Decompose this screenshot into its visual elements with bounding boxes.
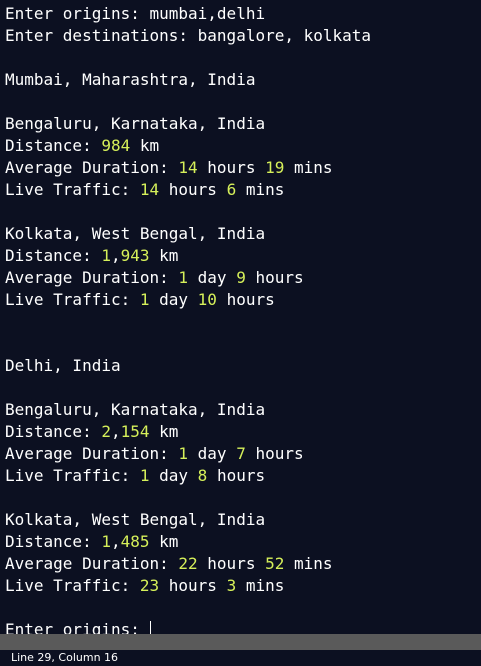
number-value: 3 — [226, 576, 237, 595]
text-segment: Enter origins: — [5, 620, 150, 634]
text-segment: Bengaluru, Karnataka, India — [5, 400, 266, 419]
text-segment: hours — [245, 444, 304, 463]
text-segment: hours — [245, 268, 304, 287]
text-segment: Live Traffic: — [5, 180, 140, 199]
number-value: 1 — [178, 268, 189, 287]
number-value: 1 — [101, 246, 111, 265]
text-segment: km — [149, 246, 179, 265]
terminal-output[interactable]: Enter origins: mumbai,delhi Enter destina… — [0, 0, 481, 634]
text-segment: Bengaluru, Karnataka, India — [5, 114, 266, 133]
terminal-line: Kolkata, West Bengal, India — [5, 223, 265, 245]
number-value: 2 — [101, 422, 111, 441]
text-segment: mins — [236, 576, 285, 595]
text-cursor — [149, 621, 151, 634]
text-segment: Enter destinations: bangalore, kolkata — [5, 26, 372, 45]
terminal-line: Live Traffic: 23 hours 3 mins — [5, 575, 284, 597]
number-value: 9 — [236, 268, 246, 287]
text-segment: Kolkata, West Bengal, India — [5, 224, 266, 243]
text-segment: Distance: — [5, 532, 102, 551]
text-segment: Kolkata, West Bengal, India — [5, 510, 266, 529]
terminal-line: Average Duration: 1 day 7 hours — [5, 443, 304, 465]
text-segment: Average Duration: — [5, 444, 179, 463]
terminal-line: Enter origins: — [5, 619, 151, 634]
terminal-line: Live Traffic: 1 day 10 hours — [5, 289, 275, 311]
number-value: 19 — [265, 158, 285, 177]
text-segment: day — [188, 444, 237, 463]
text-segment: Distance: — [5, 246, 102, 265]
terminal-line: Average Duration: 14 hours 19 mins — [5, 157, 333, 179]
terminal-line: Live Traffic: 14 hours 6 mins — [5, 179, 284, 201]
number-value: 943 — [120, 246, 150, 265]
number-value: 1 — [139, 466, 150, 485]
status-bar: Line 29, Column 16 — [0, 634, 481, 664]
terminal-line: Live Traffic: 1 day 8 hours — [5, 465, 265, 487]
number-value: 1 — [178, 444, 189, 463]
text-segment: km — [149, 422, 179, 441]
text-segment: day — [149, 466, 198, 485]
text-segment: km — [130, 136, 160, 155]
text-segment: , — [110, 532, 121, 551]
text-segment: day — [188, 268, 237, 287]
number-value: 14 — [178, 158, 198, 177]
terminal-line: Distance: 1,943 km — [5, 245, 178, 267]
text-segment: Distance: — [5, 422, 102, 441]
terminal-line: Delhi, India — [5, 355, 121, 377]
cursor-position: Line 29, Column 16 — [11, 651, 119, 664]
number-value: 485 — [120, 532, 150, 551]
terminal-line: Distance: 2,154 km — [5, 421, 178, 443]
number-value: 22 — [178, 554, 198, 573]
text-segment: hours — [216, 290, 275, 309]
text-segment: day — [149, 290, 198, 309]
text-segment: Live Traffic: — [5, 576, 140, 595]
number-value: 7 — [236, 444, 246, 463]
terminal-line: Bengaluru, Karnataka, India — [5, 399, 265, 421]
number-value: 8 — [197, 466, 208, 485]
text-segment: Live Traffic: — [5, 290, 140, 309]
terminal-line: Distance: 1,485 km — [5, 531, 178, 553]
terminal-line: Enter destinations: bangalore, kolkata — [5, 25, 371, 47]
text-segment: Live Traffic: — [5, 466, 140, 485]
text-segment: Mumbai, Maharashtra, India — [5, 70, 256, 89]
number-value: 984 — [101, 136, 131, 155]
terminal-line: Average Duration: 1 day 9 hours — [5, 267, 304, 289]
terminal-line: Mumbai, Maharashtra, India — [5, 69, 255, 91]
text-segment: Enter origins: mumbai,delhi — [5, 4, 266, 23]
text-segment: hours — [159, 180, 227, 199]
text-segment: , — [110, 422, 121, 441]
terminal-line: Kolkata, West Bengal, India — [5, 509, 265, 531]
terminal-line: Distance: 984 km — [5, 135, 159, 157]
text-segment: Average Duration: — [5, 554, 179, 573]
number-value: 6 — [226, 180, 237, 199]
text-segment: hours — [207, 466, 266, 485]
text-segment: Average Duration: — [5, 158, 179, 177]
terminal-line: Average Duration: 22 hours 52 mins — [5, 553, 333, 575]
number-value: 23 — [139, 576, 160, 595]
number-value: 52 — [265, 554, 285, 573]
number-value: 1 — [101, 532, 111, 551]
text-segment: , — [110, 246, 121, 265]
text-segment: Distance: — [5, 136, 102, 155]
text-segment: mins — [236, 180, 285, 199]
terminal-line: Enter origins: mumbai,delhi — [5, 3, 265, 25]
text-segment: hours — [159, 576, 227, 595]
number-value: 14 — [139, 180, 160, 199]
text-segment: km — [149, 532, 179, 551]
terminal-line: Bengaluru, Karnataka, India — [5, 113, 265, 135]
number-value: 154 — [120, 422, 150, 441]
text-segment: mins — [284, 554, 333, 573]
text-segment: mins — [284, 158, 333, 177]
number-value: 1 — [139, 290, 150, 309]
text-segment: hours — [197, 158, 266, 177]
number-value: 10 — [197, 290, 217, 309]
text-segment: Delhi, India — [5, 356, 121, 375]
text-segment: hours — [197, 554, 266, 573]
text-segment: Average Duration: — [5, 268, 179, 287]
